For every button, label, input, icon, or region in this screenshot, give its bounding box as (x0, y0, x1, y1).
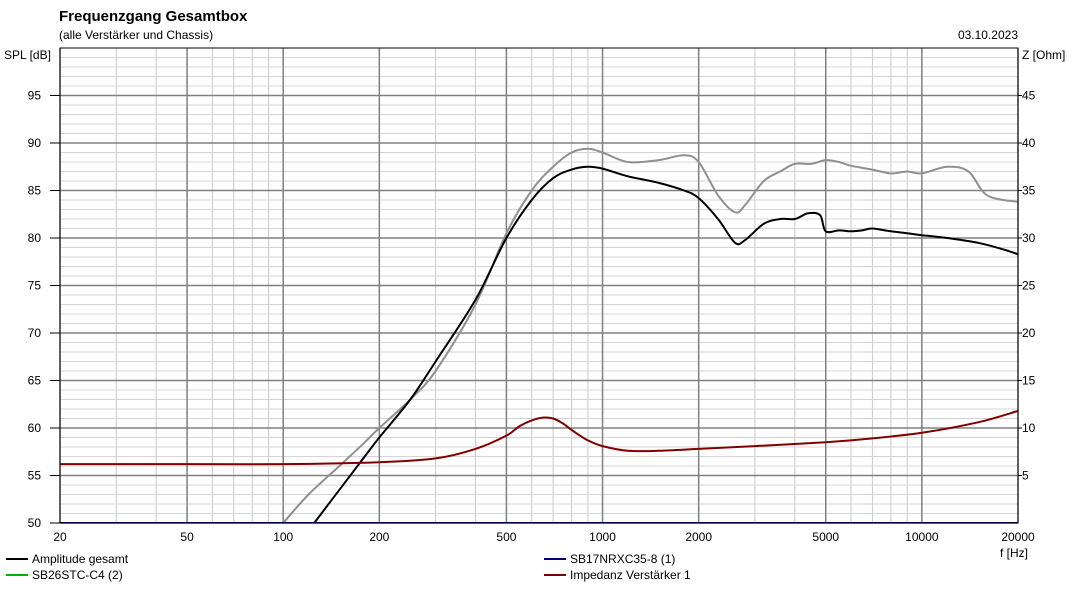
legend-item: SB26STC-C4 (2) (6, 568, 123, 582)
y-right-tick-label: 45 (1022, 89, 1036, 103)
y-right-tick-label: 30 (1022, 231, 1036, 245)
legend: Amplitude gesamt SB26STC-C4 (2) SB17NRXC35… (6, 552, 691, 582)
y-right-tick-label: 20 (1022, 326, 1036, 340)
series-lines (60, 147, 1018, 523)
chart-subtitle: (alle Verstärker und Chassis) (59, 28, 213, 42)
y-right-tick-label: 5 (1022, 469, 1029, 483)
chart-date: 03.10.2023 (958, 28, 1018, 42)
legend-label: Amplitude gesamt (32, 552, 129, 566)
chart-title: Frequenzgang Gesamtbox (59, 8, 248, 25)
y-right-tick-label: 10 (1022, 421, 1036, 435)
y-left-tick-label: 50 (28, 516, 42, 530)
grid-major (59, 48, 1019, 524)
y-left-tick-label: 60 (28, 421, 42, 435)
y-left-tick-label: 90 (28, 136, 42, 150)
y-left-tick-label: 80 (28, 231, 42, 245)
y-right-tick-label: 40 (1022, 136, 1036, 150)
x-tick-label: 50 (180, 530, 194, 544)
plot-area (60, 147, 1018, 523)
y-left-tick-label: 95 (28, 89, 42, 103)
x-axis-label: f [Hz] (1000, 546, 1028, 560)
series-line-impedanz-verst-rker-1 (60, 409, 1018, 466)
x-tick-label: 100 (273, 530, 293, 544)
legend-item: Impedanz Verstärker 1 (544, 568, 691, 582)
y-right-tick-label: 15 (1022, 374, 1036, 388)
x-tick-label: 200 (369, 530, 389, 544)
y-right-tick-label: 25 (1022, 279, 1036, 293)
y-left-tick-label: 85 (28, 184, 42, 198)
y-right-axis-label: Z [Ohm] (1022, 48, 1065, 62)
legend-item: SB17NRXC35-8 (1) (544, 552, 675, 566)
series-line-unnamed (282, 147, 1018, 523)
y-left-tick-label: 65 (28, 374, 42, 388)
tick-labels: 20 50 100 200 500 1000 2000 5000 10000 20000 50 55 6… (28, 89, 1036, 545)
x-tick-label: 20000 (1001, 530, 1035, 544)
legend-item: Amplitude gesamt (6, 552, 129, 566)
y-left-tick-label: 75 (28, 279, 42, 293)
legend-label: Impedanz Verstärker 1 (570, 568, 691, 582)
y-left-axis-label: SPL [dB] (4, 48, 51, 62)
plot-frame (59, 47, 1019, 524)
x-tick-label: 1000 (589, 530, 616, 544)
x-tick-label: 500 (496, 530, 516, 544)
legend-label: SB17NRXC35-8 (1) (570, 552, 675, 566)
x-tick-label: 5000 (812, 530, 839, 544)
x-tick-label: 20 (53, 530, 67, 544)
y-left-tick-label: 55 (28, 469, 42, 483)
y-right-tick-label: 35 (1022, 184, 1036, 198)
legend-label: SB26STC-C4 (2) (32, 568, 123, 582)
x-tick-label: 2000 (685, 530, 712, 544)
y-left-tick-label: 70 (28, 326, 42, 340)
x-tick-label: 10000 (905, 530, 939, 544)
series-line-amplitude-gesamt (313, 165, 1018, 523)
